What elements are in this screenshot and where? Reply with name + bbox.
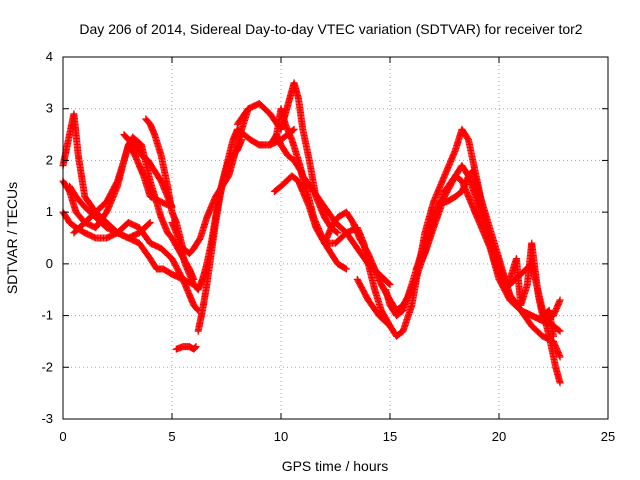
x-tick-label: 20 (492, 429, 506, 444)
series-track-9 (194, 136, 246, 335)
data-point (238, 136, 246, 144)
data-point (333, 228, 341, 236)
y-tick-label: 1 (46, 204, 53, 219)
y-tick-label: 4 (46, 49, 53, 64)
series-track-10 (172, 343, 200, 353)
data-point (556, 327, 564, 335)
series-track-5 (66, 182, 154, 242)
data-point (192, 343, 200, 351)
data-point (342, 265, 350, 273)
series-track-13 (273, 131, 350, 273)
series-track-19 (506, 239, 557, 340)
y-axis-label: SDTVAR / TECUs (4, 182, 20, 294)
data-point (191, 343, 199, 351)
data-point (555, 326, 563, 334)
x-tick-label: 15 (383, 429, 397, 444)
data-point (556, 379, 564, 387)
y-tick-label: -2 (41, 359, 53, 374)
x-tick-label: 10 (274, 429, 288, 444)
chart-title: Day 206 of 2014, Sidereal Day-to-day VTE… (79, 21, 582, 37)
x-tick-label: 25 (601, 429, 615, 444)
data-point (341, 264, 349, 272)
x-tick-label: 5 (168, 429, 175, 444)
data-point (386, 281, 394, 289)
series-track-2 (59, 133, 198, 283)
y-tick-label: 3 (46, 101, 53, 116)
y-tick-label: 2 (46, 152, 53, 167)
data-points (59, 79, 564, 387)
data-point (334, 229, 342, 237)
data-point (556, 296, 564, 304)
x-tick-label: 0 (59, 429, 66, 444)
data-point (385, 280, 393, 288)
data-point (290, 125, 298, 133)
data-point (145, 220, 153, 228)
axis-ticks (62, 56, 609, 420)
x-tick-labels: 0 5 10 15 20 25 (59, 429, 615, 444)
plot-frame (62, 56, 609, 420)
x-axis-label: GPS time / hours (282, 458, 389, 474)
y-tick-label: -1 (41, 308, 53, 323)
y-tick-label: 0 (46, 256, 53, 271)
data-point (550, 332, 557, 340)
y-tick-label: -3 (41, 411, 53, 426)
y-tick-labels: -3 -2 -1 0 1 2 3 4 (41, 49, 53, 426)
data-point (146, 218, 154, 226)
data-point (556, 353, 564, 361)
